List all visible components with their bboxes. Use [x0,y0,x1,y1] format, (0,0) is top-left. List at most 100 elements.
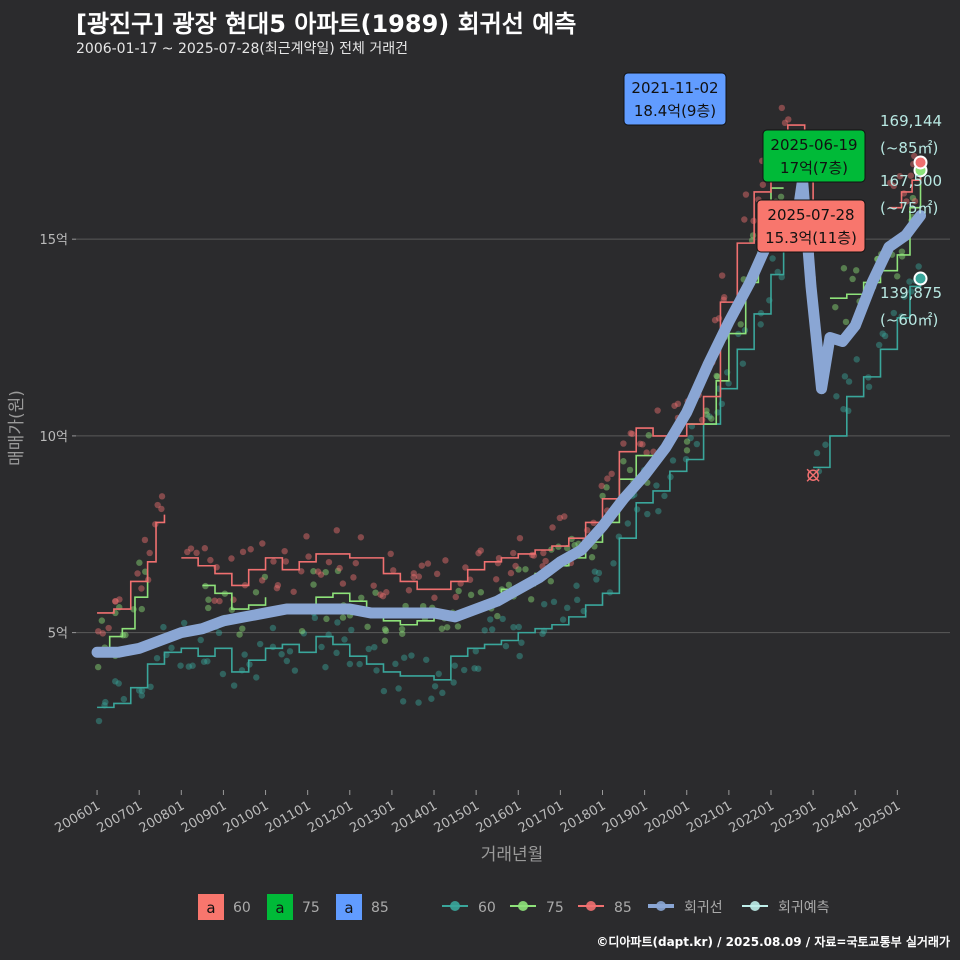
scatter-point [239,548,247,556]
legend-box-swatch [267,894,293,920]
legend-box-label: 85 [371,900,389,916]
scatter-point [278,651,285,658]
scatter-point [400,654,408,661]
scatter-point [653,482,660,489]
series-line-60 [97,247,785,709]
scatter-point [310,568,317,575]
scatter-point [778,104,786,112]
scatter-point [270,558,277,565]
x-tick-label: 201601 [474,798,524,836]
scatter-point [896,172,904,180]
scatter-point [915,263,922,270]
scatter-point [322,568,329,576]
scatter-point [392,660,399,668]
scatter-point [333,649,340,657]
scatter-point [669,457,677,464]
scatter-point [737,321,744,328]
callout-layer: 2021-11-0218.4억(9층)2025-06-1917억(7층)2025… [623,72,866,253]
scatter-point [510,549,517,557]
scatter-point [431,594,438,601]
scatter-point [211,597,218,604]
scatter-point [556,514,564,522]
scatter-point [99,630,106,637]
callout-date: 2025-06-19 [770,136,857,154]
scatter-point [443,624,451,631]
scatter-point [246,661,253,668]
scatter-point [300,630,307,637]
scatter-point [168,644,175,652]
scatter-point [189,662,196,669]
series-line-60b [813,278,922,469]
scatter-point [595,569,603,577]
scatter-point [269,624,277,632]
scatter-point [639,441,646,448]
scatter-point [112,598,119,605]
scatter-point [95,628,102,635]
scatter-point [177,662,184,669]
callout-price: 15.3억(11층) [765,229,857,247]
legend-line-label: 회귀선 [684,900,723,916]
x-tick-label: 201101 [263,798,313,836]
scatter-point [424,560,432,567]
scatter-point [215,629,223,637]
scatter-point [906,278,913,285]
scatter-point [741,216,748,223]
scatter-point [749,232,757,239]
scatter-point [380,687,388,695]
scatter-point [410,573,417,581]
scatter-point [450,679,457,686]
scatter-point [323,615,330,623]
legend-line-label: 85 [614,900,632,916]
scatter-point [334,567,342,575]
scatter-point [840,265,848,272]
scatter-point [626,466,634,474]
y-tick-label: 15억 [39,233,68,248]
scatter-point [475,549,482,557]
scatter-point [348,626,355,634]
scatter-point [115,680,122,687]
scatter-point [358,594,365,601]
scatter-point [518,639,525,646]
scatter-point [865,383,873,391]
scatter-point [281,547,288,555]
scatter-point [138,585,145,592]
scatter-point [187,545,195,552]
scatter-point [832,303,839,311]
scatter-point [382,627,390,635]
scatter-point [379,592,387,600]
scatter-point [216,597,223,605]
scatter-point [454,623,462,630]
scatter-point [472,647,479,655]
scatter-point [193,549,200,557]
scatter-point [683,447,691,454]
scatter-point [911,198,919,205]
series-line-85b [181,124,814,591]
scatter-point [365,645,372,653]
scatter-point [333,527,340,534]
scatter-point [593,576,600,583]
callout-date: 2021-11-02 [631,79,718,97]
scatter-point [620,440,627,447]
scatter-point [822,441,829,448]
series-line-75a [97,573,149,650]
scatter-point [703,407,710,414]
scatter-point [334,619,341,626]
callout-box [756,199,866,253]
scatter-point [259,540,266,547]
x-tick-label: 200901 [179,798,229,836]
scatter-point [890,182,897,190]
scatter-point [515,566,522,573]
scatter-point [158,505,165,513]
scatter-point [606,589,614,596]
scatter-point [451,662,458,669]
scatter-point [777,193,785,200]
scatter-point [725,380,732,387]
scatter-point [588,554,596,561]
scatter-point [239,625,246,632]
scatter-point [693,440,701,448]
scatter-point [833,393,840,400]
scatter-point [273,584,281,592]
scatter-point [516,652,523,660]
scatter-point [890,309,898,317]
scatter-point [742,191,750,198]
